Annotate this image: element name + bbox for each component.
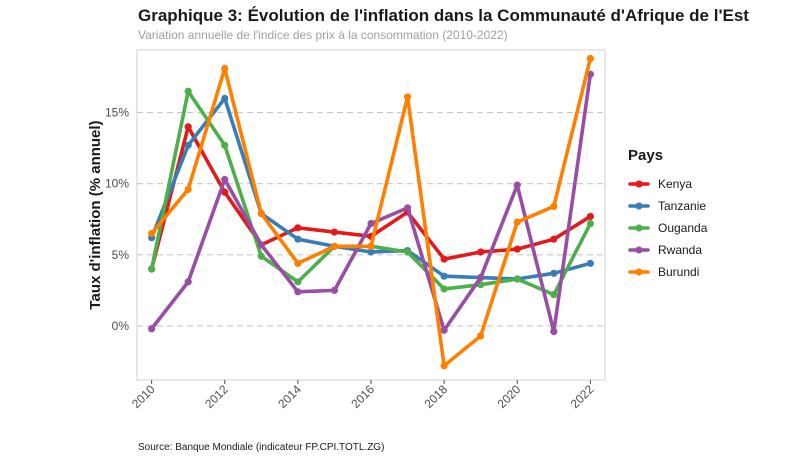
data-point-tanzanie xyxy=(550,269,558,277)
x-tick-label: 2016 xyxy=(348,382,377,411)
source-note: Source: Banque Mondiale (indicateur FP.C… xyxy=(138,442,384,453)
x-tick-label: 2010 xyxy=(129,382,158,411)
legend-label-kenya: Kenya xyxy=(658,177,692,191)
data-point-rwanda xyxy=(550,328,558,336)
data-point-tanzanie xyxy=(294,235,302,243)
data-point-burundi xyxy=(294,259,302,267)
data-point-kenya xyxy=(550,235,558,243)
x-tick-label: 2012 xyxy=(202,382,231,411)
x-tick-label: 2022 xyxy=(568,382,597,411)
data-point-kenya xyxy=(586,212,594,221)
data-point-burundi xyxy=(184,185,192,193)
data-point-ouganda xyxy=(550,291,558,299)
x-tick-label: 2020 xyxy=(495,382,524,411)
data-point-rwanda xyxy=(513,181,521,189)
y-tick-label: 15% xyxy=(105,106,129,120)
data-point-kenya xyxy=(440,255,448,263)
data-point-rwanda xyxy=(477,273,485,282)
y-tick-label: 5% xyxy=(112,248,130,262)
data-point-rwanda xyxy=(184,278,192,286)
data-point-tanzanie xyxy=(184,141,192,149)
y-tick-label: 0% xyxy=(112,319,130,333)
legend-key-point-burundi xyxy=(635,268,643,276)
data-point-burundi xyxy=(148,229,156,238)
data-point-burundi xyxy=(586,54,594,63)
data-point-rwanda xyxy=(148,325,156,333)
data-point-burundi xyxy=(477,332,485,340)
legend-key-point-tanzanie xyxy=(635,202,643,210)
data-point-ouganda xyxy=(184,87,192,95)
y-axis-label: Taux d'inflation (% annuel) xyxy=(87,120,104,309)
data-point-tanzanie xyxy=(440,272,448,280)
data-point-kenya xyxy=(330,228,339,236)
data-point-burundi xyxy=(257,209,265,218)
legend: Pays Kenya Tanzanie Ouganda Rwanda Burundi xyxy=(628,147,708,279)
data-point-ouganda xyxy=(440,285,448,293)
data-point-kenya xyxy=(477,248,485,256)
data-point-tanzanie xyxy=(367,248,375,256)
legend-label-burundi: Burundi xyxy=(658,265,699,279)
y-tick-label: 10% xyxy=(105,177,129,191)
data-point-rwanda xyxy=(330,286,339,294)
data-point-burundi xyxy=(367,242,375,250)
data-point-rwanda xyxy=(440,326,448,334)
data-point-rwanda xyxy=(257,241,265,249)
legend-key-point-rwanda xyxy=(635,246,643,254)
data-point-ouganda xyxy=(403,248,412,256)
legend-title: Pays xyxy=(628,147,663,164)
data-point-burundi xyxy=(550,202,558,211)
chart-subtitle: Variation annuelle de l'indice des prix … xyxy=(138,28,508,42)
data-point-burundi xyxy=(513,218,521,226)
legend-key-point-ouganda xyxy=(635,224,643,232)
data-point-rwanda xyxy=(403,204,412,212)
legend-label-ouganda: Ouganda xyxy=(658,221,708,235)
legend-label-rwanda: Rwanda xyxy=(658,243,702,257)
data-point-burundi xyxy=(221,64,229,73)
data-point-kenya xyxy=(221,188,229,196)
data-point-kenya xyxy=(184,123,192,131)
data-point-ouganda xyxy=(294,278,302,286)
data-point-ouganda xyxy=(221,141,229,149)
chart-title: Graphique 3: Évolution de l'inflation da… xyxy=(138,6,749,25)
x-tick-label: 2014 xyxy=(275,382,304,411)
data-point-ouganda xyxy=(257,252,265,260)
series-line-ouganda xyxy=(149,89,593,297)
plot-area: 0% 5% 10% 15% 2010 2012 2014 2016 2018 2020 2022 xyxy=(105,49,606,411)
data-point-burundi xyxy=(440,362,448,370)
data-point-rwanda xyxy=(221,175,229,184)
data-point-ouganda xyxy=(586,219,594,228)
data-point-ouganda xyxy=(148,265,156,273)
data-point-kenya xyxy=(294,224,302,232)
data-point-rwanda xyxy=(294,288,302,296)
data-point-tanzanie xyxy=(221,94,229,102)
data-point-ouganda xyxy=(513,275,521,283)
data-point-kenya xyxy=(513,245,521,253)
data-point-burundi xyxy=(403,93,412,101)
legend-label-tanzanie: Tanzanie xyxy=(658,199,706,213)
data-point-burundi xyxy=(330,242,339,250)
legend-key-point-kenya xyxy=(635,180,643,188)
data-point-rwanda xyxy=(367,219,375,228)
data-point-tanzanie xyxy=(586,259,594,267)
x-tick-label: 2018 xyxy=(421,382,450,411)
